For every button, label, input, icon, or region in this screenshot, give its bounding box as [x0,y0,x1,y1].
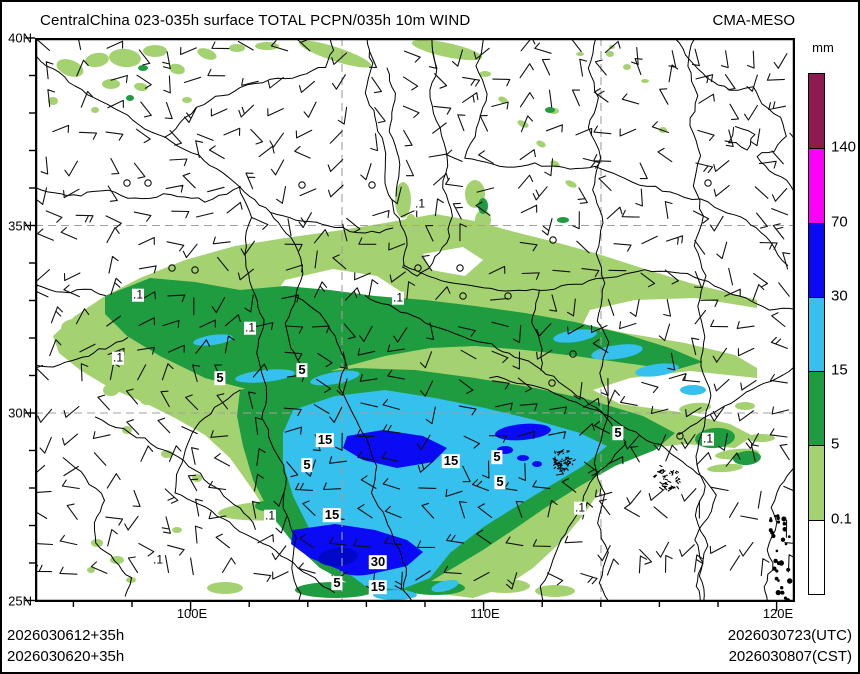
map-area: .1.1.1.1.1 5 5 15 5 15 5 5 5.1.1.1 15 30 5 15.1 [35,38,795,602]
lon-tick-label: 120E [762,606,794,621]
page-title: CentralChina 023-035h surface TOTAL PCPN… [40,12,471,29]
colorbar-tick-label: 5 [831,435,840,453]
colorbar-tick-label: 0.1 [831,510,852,528]
colorbar-segment [809,445,824,520]
footer-valid-time-cst: 2026030807(CST) [728,648,852,665]
lon-tick-label: 110E [470,606,500,621]
colorbar-segment [809,148,824,223]
colorbar-tick-label: 140 [831,138,857,156]
lat-tick-label: 30N [8,405,32,421]
footer-init-time-cst: 2026030620+35h [7,648,125,665]
colorbar-segment [809,519,824,594]
lat-tick-label: 25N [8,593,32,608]
colorbar-segment [809,74,824,149]
lon-tick-label: 100E [176,606,208,621]
lat-tick-label: 35N [8,218,32,233]
colorbar-segment [809,296,824,372]
colorbar-tick-label: 70 [831,213,848,231]
footer-init-time-utc: 2026030612+35h [7,627,125,644]
colorbar [808,73,825,595]
footer-valid-time-utc: 2026030723(UTC) [727,627,852,644]
colorbar-tick-label: 15 [831,361,848,379]
lat-tick-label: 40N [8,30,32,46]
colorbar-tick-label: 30 [831,287,848,305]
colorbar-unit-label: mm [812,40,834,55]
colorbar-segment [809,222,824,297]
colorbar-segment [809,371,824,446]
model-name: CMA-MESO [712,12,796,29]
map-canvas [35,38,795,602]
